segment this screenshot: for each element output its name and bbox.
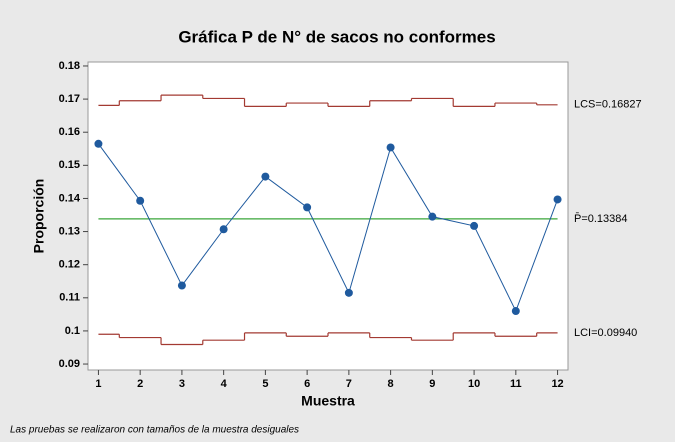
data-point xyxy=(470,221,479,230)
data-point xyxy=(219,225,228,234)
x-tick-label: 7 xyxy=(346,378,352,390)
center-label: P̄=0.13384 xyxy=(574,212,628,225)
footnote: Las pruebas se realizaron con tamaños de… xyxy=(10,425,299,436)
x-tick-label: 8 xyxy=(388,378,394,390)
x-tick-label: 12 xyxy=(551,378,563,390)
x-axis-label: Muestra xyxy=(301,393,355,409)
x-tick-label: 10 xyxy=(468,378,480,390)
y-tick-label: 0.18 xyxy=(59,60,80,72)
x-tick-label: 6 xyxy=(304,378,310,390)
data-point xyxy=(261,172,270,181)
y-tick-label: 0.13 xyxy=(59,225,80,237)
y-axis-label: Proporción xyxy=(31,179,47,254)
y-tick-label: 0.11 xyxy=(59,292,80,304)
x-tick-label: 2 xyxy=(137,378,143,390)
x-tick-label: 3 xyxy=(179,378,185,390)
series-line xyxy=(98,143,559,313)
data-point xyxy=(177,281,186,290)
data-point xyxy=(136,196,145,205)
y-tick-label: 0.17 xyxy=(59,93,80,105)
chart-title: Gráfica P de N° de sacos no conformes xyxy=(178,27,495,46)
y-tick-label: 0.14 xyxy=(59,192,81,204)
y-tick-label: 0.16 xyxy=(59,126,80,138)
data-point xyxy=(511,307,520,316)
data-point xyxy=(303,203,312,212)
x-tick-label: 11 xyxy=(510,378,522,390)
data-point xyxy=(553,195,562,204)
x-tick-label: 9 xyxy=(429,378,435,390)
x-tick-label: 4 xyxy=(221,378,228,390)
data-point xyxy=(428,212,437,221)
ucl-label: LCS=0.16827 xyxy=(574,99,642,111)
plot-area xyxy=(87,61,569,371)
data-point xyxy=(344,288,353,297)
y-tick-label: 0.12 xyxy=(59,259,80,271)
data-point xyxy=(386,143,395,152)
lcl-label: LCI=0.09940 xyxy=(574,327,637,339)
y-tick-label: 0.1 xyxy=(65,325,80,337)
y-tick-label: 0.15 xyxy=(59,159,80,171)
x-tick-label: 5 xyxy=(262,378,268,390)
x-tick-label: 1 xyxy=(95,378,101,390)
y-tick-label: 0.09 xyxy=(59,358,80,370)
data-point xyxy=(94,139,103,148)
